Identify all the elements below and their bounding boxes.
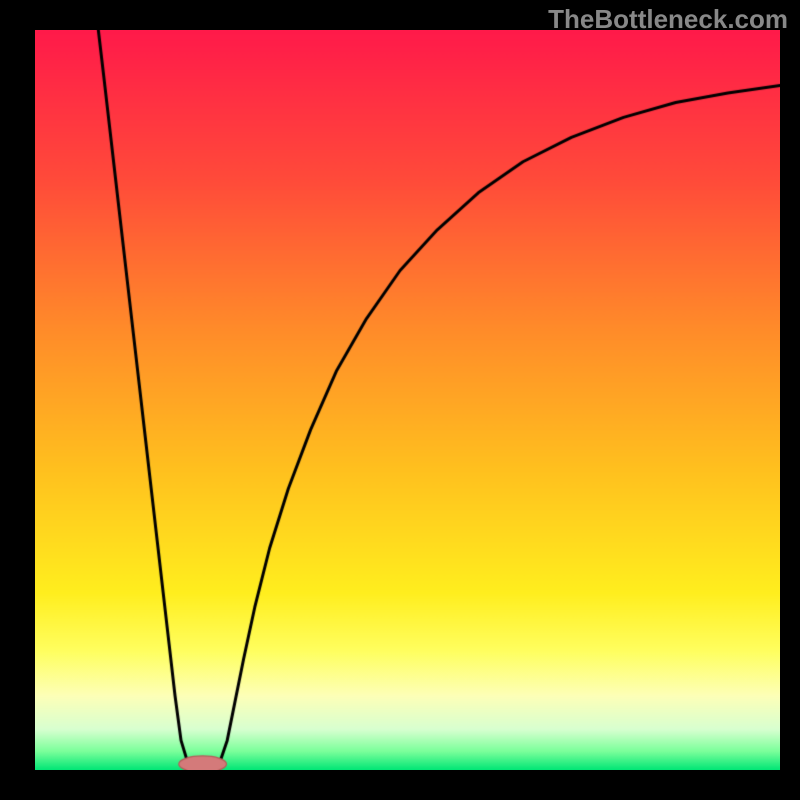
watermark-text: TheBottleneck.com xyxy=(548,4,788,35)
gradient-plot-canvas xyxy=(35,30,780,770)
chart-container: TheBottleneck.com xyxy=(0,0,800,800)
